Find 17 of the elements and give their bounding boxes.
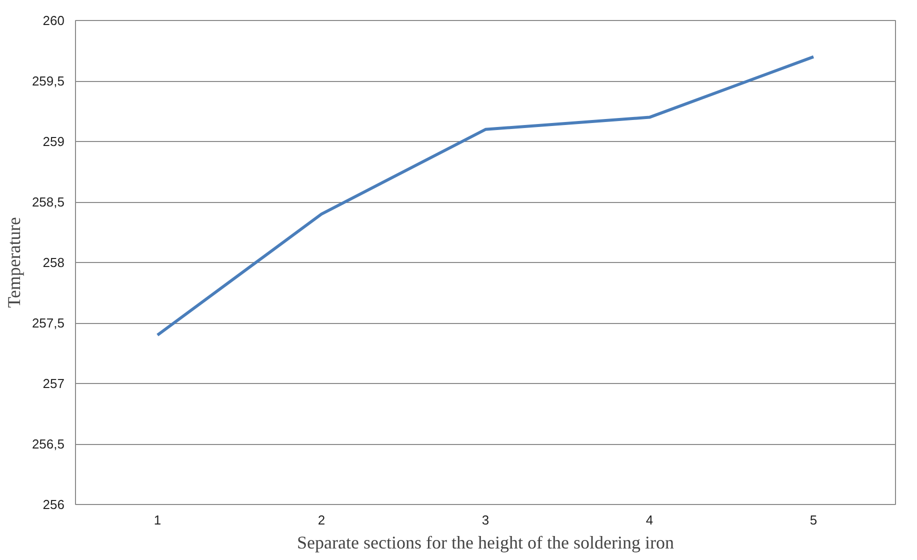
x-tick-label: 3 <box>482 512 490 528</box>
y-tick-label: 260 <box>42 13 65 28</box>
y-axis-title: Temperature <box>4 217 24 308</box>
x-axis-title: Separate sections for the height of the soldering iron <box>297 532 674 552</box>
y-tick-label: 257 <box>42 376 65 391</box>
line-series <box>156 55 815 337</box>
x-tick-label: 2 <box>318 512 326 528</box>
y-tick-label: 257,5 <box>32 316 65 330</box>
x-tick-label: 1 <box>154 512 162 528</box>
y-tick-label: 258 <box>42 255 65 270</box>
x-tick-label: 5 <box>810 512 818 528</box>
x-tick-label: 4 <box>646 512 654 528</box>
y-tick-label: 259,5 <box>32 74 65 88</box>
y-tick-label: 256,5 <box>32 436 65 452</box>
y-tick-label: 259 <box>42 134 65 149</box>
y-tick-label: 258,5 <box>32 194 65 210</box>
y-tick-label: 256 <box>42 497 65 512</box>
